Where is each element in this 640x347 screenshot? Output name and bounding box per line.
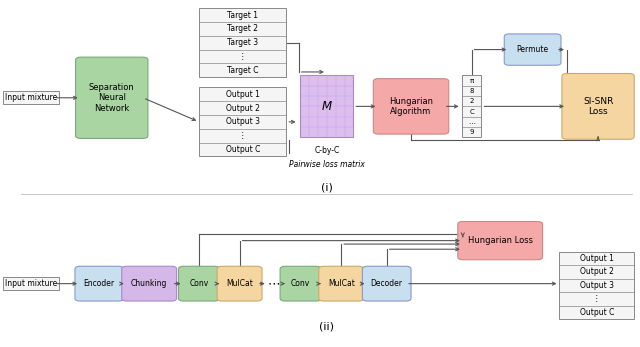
Text: ⋯: ⋯: [268, 277, 280, 290]
Text: Output 3: Output 3: [226, 117, 260, 126]
Bar: [199, 8, 286, 77]
Text: Target C: Target C: [227, 66, 259, 75]
Text: Target 1: Target 1: [227, 11, 258, 20]
Text: Output 3: Output 3: [580, 281, 614, 290]
Text: Chunking: Chunking: [131, 279, 167, 288]
FancyBboxPatch shape: [217, 266, 262, 301]
Text: π: π: [469, 78, 474, 84]
Text: ⋮: ⋮: [239, 52, 246, 61]
Text: Output C: Output C: [580, 308, 614, 317]
Text: Decoder: Decoder: [371, 279, 403, 288]
Text: C: C: [469, 109, 474, 115]
FancyBboxPatch shape: [179, 266, 220, 301]
Text: Output 2: Output 2: [226, 104, 260, 112]
Text: Conv: Conv: [189, 279, 209, 288]
Text: Separation
Neural
Network: Separation Neural Network: [89, 83, 134, 113]
Text: Output C: Output C: [225, 145, 260, 154]
Text: MulCat: MulCat: [226, 279, 253, 288]
Text: Hungarian
Algorithm: Hungarian Algorithm: [389, 97, 433, 116]
Text: Target 3: Target 3: [227, 38, 259, 47]
Text: SI-SNR
Loss: SI-SNR Loss: [583, 97, 613, 116]
FancyBboxPatch shape: [373, 79, 449, 134]
FancyBboxPatch shape: [562, 74, 634, 139]
Text: 8: 8: [469, 88, 474, 94]
Text: (ii): (ii): [319, 322, 334, 332]
Text: Target 2: Target 2: [227, 24, 258, 33]
FancyBboxPatch shape: [75, 266, 124, 301]
Text: ⋮: ⋮: [239, 131, 246, 140]
Text: Output 1: Output 1: [226, 90, 260, 99]
FancyBboxPatch shape: [319, 266, 364, 301]
Text: Hungarian Loss: Hungarian Loss: [468, 236, 532, 245]
FancyBboxPatch shape: [280, 266, 321, 301]
Bar: [559, 252, 634, 319]
Text: Conv: Conv: [291, 279, 310, 288]
Text: …: …: [468, 119, 475, 125]
Bar: [461, 75, 481, 137]
Text: Input mixture: Input mixture: [4, 279, 57, 288]
Bar: [300, 75, 353, 137]
FancyBboxPatch shape: [122, 266, 177, 301]
Bar: [199, 87, 286, 156]
Text: MulCat: MulCat: [328, 279, 355, 288]
Text: Pairwise loss matrix: Pairwise loss matrix: [289, 160, 365, 169]
Text: 9: 9: [469, 129, 474, 135]
Text: ⋮: ⋮: [593, 294, 601, 303]
Text: 2: 2: [469, 98, 474, 104]
Text: Encoder: Encoder: [84, 279, 115, 288]
Text: C-by-C: C-by-C: [314, 146, 339, 155]
Text: Permute: Permute: [516, 45, 548, 54]
Text: M: M: [322, 100, 332, 113]
FancyBboxPatch shape: [76, 57, 148, 138]
FancyBboxPatch shape: [458, 221, 543, 260]
FancyBboxPatch shape: [362, 266, 411, 301]
Text: Input mixture: Input mixture: [4, 93, 57, 102]
Text: Output 2: Output 2: [580, 268, 614, 277]
FancyBboxPatch shape: [504, 34, 561, 65]
Text: Output 1: Output 1: [580, 254, 614, 263]
Text: (i): (i): [321, 182, 333, 192]
